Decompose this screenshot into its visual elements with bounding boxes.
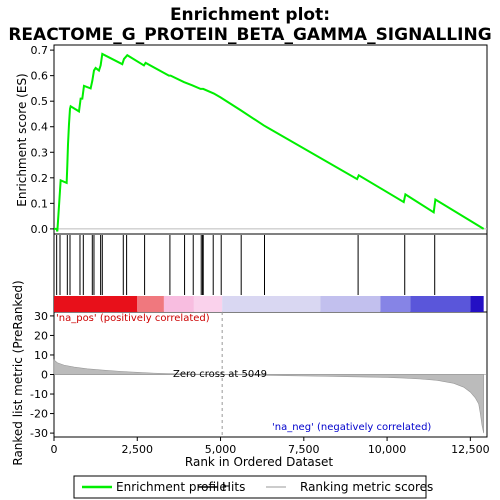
metric-tick-label-1: -20 [30, 408, 48, 421]
es-tick-label-2: 0.2 [31, 172, 49, 185]
metric-tick-label-3: 0 [41, 369, 48, 382]
colorbar-segment-7 [410, 296, 471, 312]
chart-title-line2: REACTOME_G_PROTEIN_BETA_GAMMA_SIGNALLING [8, 25, 491, 45]
x-tick-label-5: 12,500 [451, 443, 490, 456]
es-tick-label-5: 0.5 [31, 95, 49, 108]
legend-label-0: Enrichment profile [116, 480, 227, 494]
ranking-metric-area [53, 312, 487, 437]
enrichment-profile [54, 52, 487, 232]
es-tick-label-7: 0.7 [31, 44, 49, 57]
hit-markers [56, 235, 436, 295]
colorbar-segment-3 [193, 296, 223, 312]
es-tick-label-3: 0.3 [31, 146, 49, 159]
negative-correlation-label: 'na_neg' (negatively correlated) [272, 422, 431, 433]
es-tick-label-1: 0.1 [31, 197, 49, 210]
colorbar-segment-6 [380, 296, 411, 312]
x-tick-label-1: 2,500 [122, 443, 154, 456]
x-tick-label-3: 7,500 [288, 443, 320, 456]
es-tick-label-4: 0.4 [31, 121, 49, 134]
es-tick-label-6: 0.6 [31, 70, 49, 83]
x-tick-label-0: 0 [51, 443, 58, 456]
legend-label-1: Hits [222, 480, 245, 494]
enrichment-profile-line [54, 52, 485, 232]
es-axis-label: Enrichment score (ES) [15, 73, 29, 206]
colorbar-segment-2 [163, 296, 194, 312]
metric-tick-label-2: -10 [30, 388, 48, 401]
axes: 0 2,500 5,000 7,500 10,000 12,500 0.0 0.1 0.2 0.3… [30, 44, 490, 456]
es-tick-label-0: 0.0 [31, 223, 49, 236]
x-tick-label-4: 10,000 [368, 443, 407, 456]
colorbar-segment-1 [137, 296, 164, 312]
metric-tick-label-0: -30 [30, 427, 48, 440]
colorbar-segment-4 [222, 296, 321, 312]
es-panel [53, 44, 488, 235]
positive-correlation-label: 'na_pos' (positively correlated) [56, 313, 210, 324]
metric-tick-label-5: 20 [34, 329, 48, 342]
x-tick-label-2: 5,000 [205, 443, 237, 456]
colorbar-segment-5 [320, 296, 381, 312]
colorbar-segment-8 [470, 296, 484, 312]
metric-tick-label-6: 30 [34, 310, 48, 323]
legend-box [73, 475, 427, 499]
x-axis-label: Rank in Ordered Dataset [185, 455, 333, 469]
metric-axis-label: Ranked list metric (PreRanked) [11, 280, 25, 465]
legend-label-2: Ranking metric scores [300, 480, 433, 494]
chart-title-line1: Enrichment plot: [170, 5, 330, 25]
zero-cross-label: Zero cross at 5049 [173, 369, 267, 380]
ranking-colorbar [54, 296, 484, 312]
metric-tick-label-4: 10 [34, 349, 48, 362]
colorbar-segment-0 [54, 296, 138, 312]
